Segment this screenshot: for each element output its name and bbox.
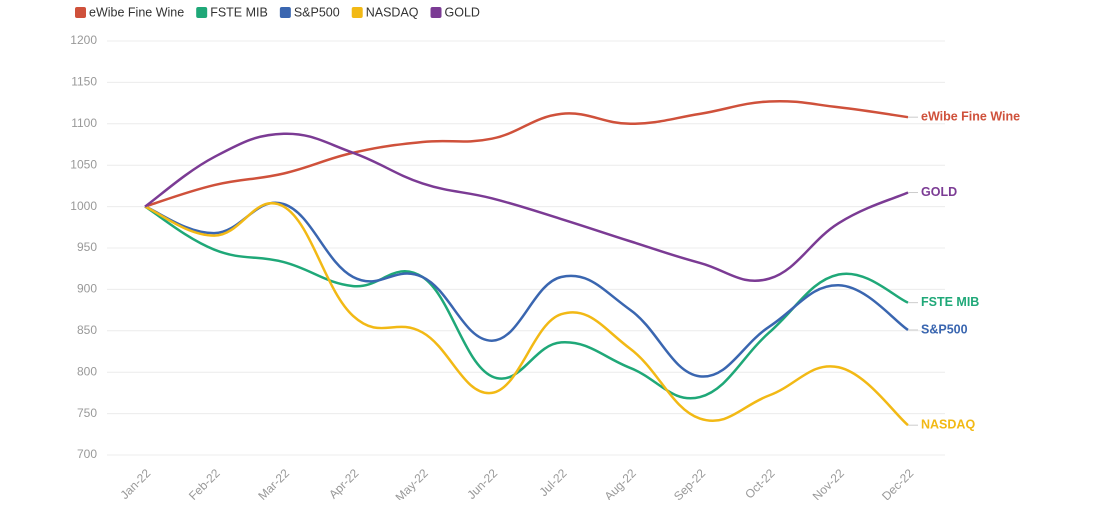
legend-label: FSTE MIB — [210, 5, 268, 19]
series-line — [144, 99, 909, 208]
legend-label: NASDAQ — [366, 5, 419, 19]
legend-swatch — [351, 7, 363, 18]
y-tick-label: 1000 — [70, 199, 97, 213]
legend-label: S&P500 — [294, 5, 340, 19]
x-tick-label: Dec-22 — [879, 466, 916, 500]
x-tick-label: Aug-22 — [602, 466, 639, 500]
y-tick-label: 750 — [77, 406, 97, 420]
y-tick-label: 900 — [77, 282, 97, 296]
legend-swatch — [75, 7, 86, 18]
x-tick-label: Nov-22 — [810, 466, 847, 500]
y-tick-label: 850 — [77, 323, 97, 337]
series-line — [144, 132, 909, 282]
x-tick-label: Sep-22 — [671, 466, 708, 500]
y-tick-label: 1100 — [71, 116, 97, 130]
x-tick-label: Mar-22 — [255, 466, 292, 500]
y-tick-label: 1200 — [70, 33, 97, 47]
legend-label: eWibe Fine Wine — [89, 5, 184, 19]
end-label: FSTE MIB — [921, 295, 979, 309]
end-label: S&P500 — [921, 322, 968, 336]
x-tick-label: Feb-22 — [186, 466, 223, 500]
x-tick-label: Jun-22 — [464, 466, 500, 500]
series-line — [144, 201, 909, 378]
y-tick-label: 950 — [77, 240, 97, 254]
x-tick-label: Jul-22 — [537, 466, 570, 499]
x-tick-label: May-22 — [393, 466, 431, 500]
legend-swatch — [430, 7, 442, 18]
end-label: NASDAQ — [921, 417, 975, 431]
legend-swatch — [196, 7, 208, 18]
end-label: eWibe Fine Wine — [921, 109, 1020, 123]
end-label: GOLD — [921, 185, 957, 199]
legend-swatch — [279, 7, 291, 18]
x-tick-label: Jan-22 — [118, 466, 154, 500]
series-line — [144, 202, 909, 427]
y-tick-label: 1050 — [70, 157, 97, 171]
y-tick-label: 1150 — [71, 75, 97, 89]
y-tick-label: 700 — [77, 447, 97, 461]
x-tick-label: Oct-22 — [742, 466, 778, 500]
series-line — [144, 205, 909, 400]
legend-label: GOLD — [445, 5, 480, 19]
x-tick-label: Apr-22 — [326, 466, 362, 500]
y-tick-label: 800 — [77, 364, 97, 378]
